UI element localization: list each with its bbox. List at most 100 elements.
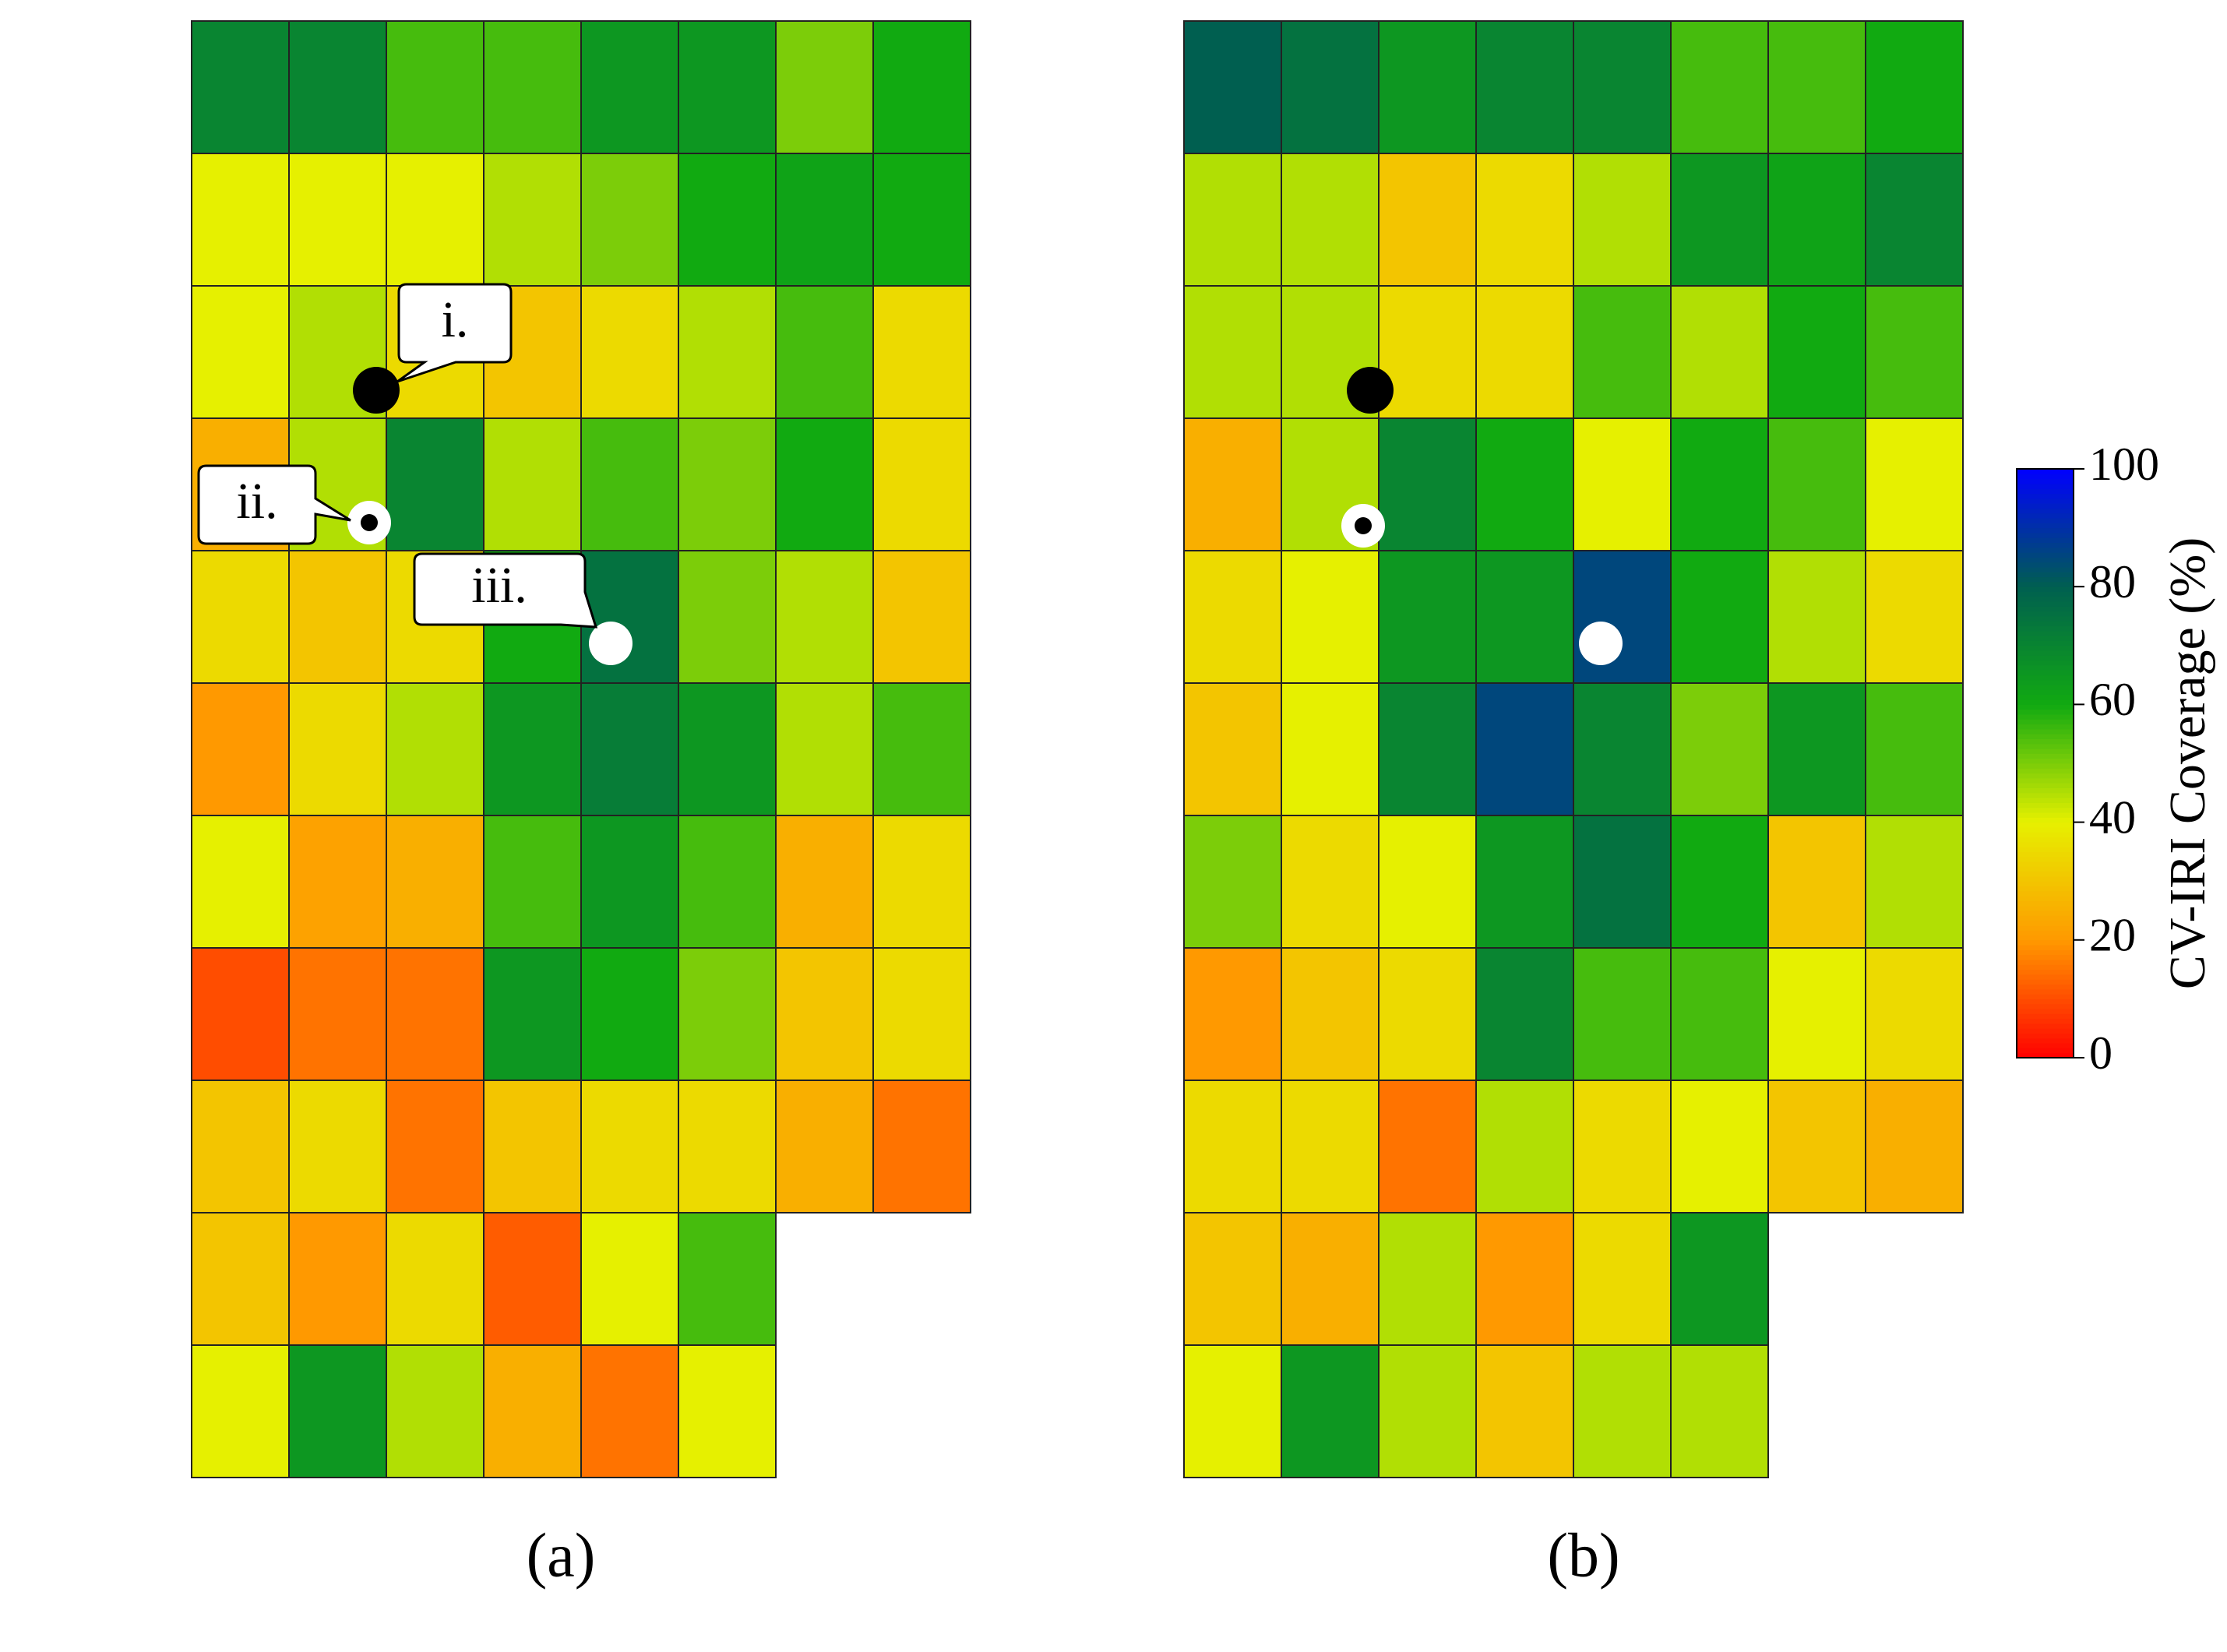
colorbar-swatch xyxy=(2017,890,2074,896)
county xyxy=(386,682,485,816)
county xyxy=(1865,417,1964,551)
county xyxy=(872,153,971,287)
callout-box xyxy=(396,283,513,383)
county xyxy=(872,815,971,949)
colorbar-swatch xyxy=(2017,601,2074,607)
colorbar-swatch xyxy=(2017,1018,2074,1024)
colorbar-swatch xyxy=(2017,665,2074,671)
colorbar-swatch xyxy=(2017,724,2074,730)
colorbar-swatch xyxy=(2017,714,2074,720)
county xyxy=(775,682,874,816)
colorbar-swatch xyxy=(2017,930,2074,935)
county xyxy=(1865,285,1964,419)
county xyxy=(1865,153,1964,287)
colorbar-tick-label: 40 xyxy=(2089,791,2136,843)
county xyxy=(1475,153,1574,287)
county xyxy=(288,682,387,816)
colorbar-swatch xyxy=(2017,915,2074,921)
colorbar-swatch xyxy=(2017,847,2074,852)
county xyxy=(1573,285,1672,419)
county xyxy=(1475,1212,1574,1346)
colorbar-swatch xyxy=(2017,807,2074,813)
county xyxy=(1670,947,1769,1081)
colorbar-swatch xyxy=(2017,483,2074,489)
county xyxy=(288,815,387,949)
county xyxy=(1670,1080,1769,1213)
colorbar-swatch xyxy=(2017,773,2074,779)
colorbar-swatch xyxy=(2017,552,2074,558)
colorbar-swatch xyxy=(2017,493,2074,499)
county xyxy=(1183,417,1282,551)
county xyxy=(1475,285,1574,419)
colorbar-swatch xyxy=(2017,660,2074,666)
county xyxy=(678,550,777,684)
county xyxy=(1281,682,1380,816)
colorbar-swatch xyxy=(2017,935,2074,941)
county xyxy=(386,815,485,949)
county xyxy=(191,1212,290,1346)
site-marker xyxy=(1355,517,1372,534)
colorbar-swatch xyxy=(2017,798,2074,803)
colorbar-swatch xyxy=(2017,1052,2074,1058)
county xyxy=(386,947,485,1081)
county xyxy=(191,1080,290,1213)
colorbar-swatch xyxy=(2017,979,2074,985)
colorbar-swatch xyxy=(2017,787,2074,794)
county xyxy=(1865,815,1964,949)
county xyxy=(1183,153,1282,287)
county xyxy=(1378,550,1477,684)
colorbar-swatch xyxy=(2017,738,2074,745)
colorbar-swatch xyxy=(2017,837,2074,843)
county xyxy=(386,1080,485,1213)
county xyxy=(1378,815,1477,949)
colorbar-swatch xyxy=(2017,832,2074,837)
colorbar-frame xyxy=(2016,468,2074,1058)
colorbar-swatch xyxy=(2017,763,2074,769)
colorbar-swatch xyxy=(2017,685,2074,690)
county xyxy=(288,20,387,154)
county xyxy=(775,153,874,287)
county xyxy=(1281,1212,1380,1346)
colorbar-swatch xyxy=(2017,900,2074,907)
colorbar-swatch xyxy=(2017,537,2074,543)
county xyxy=(872,417,971,551)
county xyxy=(1865,20,1964,154)
colorbar-swatch xyxy=(2017,875,2074,882)
callout-label: ii. xyxy=(236,473,277,530)
county xyxy=(1573,1212,1672,1346)
colorbar-swatch xyxy=(2017,974,2074,980)
county xyxy=(678,1080,777,1213)
county xyxy=(191,1344,290,1478)
panel-label: (b) xyxy=(1547,1521,1619,1590)
colorbar-swatch xyxy=(2017,920,2074,926)
county xyxy=(483,815,582,949)
county xyxy=(1573,153,1672,287)
colorbar-swatch xyxy=(2017,949,2074,956)
colorbar-swatch xyxy=(2017,655,2074,661)
county xyxy=(1281,153,1380,287)
county xyxy=(1378,1212,1477,1346)
county xyxy=(483,20,582,154)
county xyxy=(580,815,679,949)
county xyxy=(1573,20,1672,154)
county xyxy=(288,1344,387,1478)
colorbar-swatch xyxy=(2017,954,2074,960)
county xyxy=(1281,815,1380,949)
county xyxy=(191,20,290,154)
colorbar-swatch xyxy=(2017,640,2074,646)
colorbar-swatch xyxy=(2017,532,2074,538)
county xyxy=(1475,947,1574,1081)
county xyxy=(872,682,971,816)
colorbar-swatch xyxy=(2017,567,2074,572)
colorbar-swatch xyxy=(2017,498,2074,504)
county xyxy=(1670,285,1769,419)
colorbar-swatch xyxy=(2017,474,2074,480)
colorbar-swatch xyxy=(2017,988,2074,995)
colorbar-swatch xyxy=(2017,984,2074,990)
colorbar-swatch xyxy=(2017,1003,2074,1009)
colorbar-swatch xyxy=(2017,469,2074,474)
county xyxy=(1670,550,1769,684)
county xyxy=(1670,1212,1769,1346)
county xyxy=(872,1080,971,1213)
county xyxy=(386,1344,485,1478)
